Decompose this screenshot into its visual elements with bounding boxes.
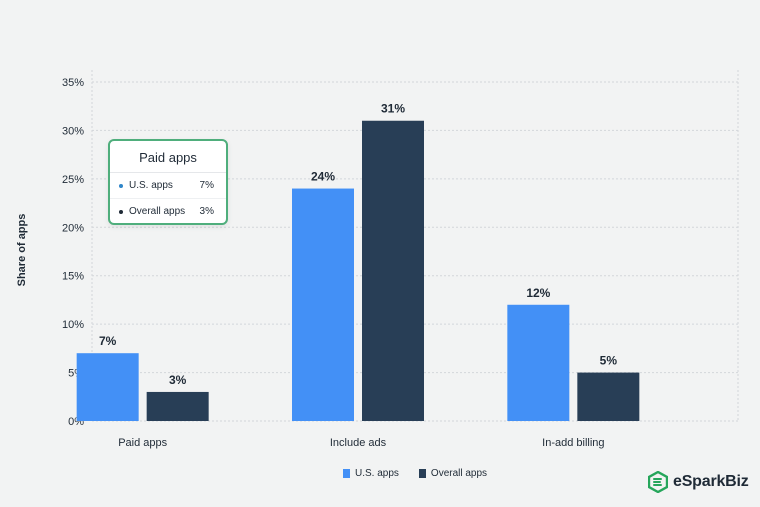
data-label: 31% — [381, 102, 405, 116]
us-apps-dot-icon — [119, 183, 123, 188]
y-tick-label: 35% — [62, 77, 84, 89]
x-tick-label: Paid apps — [118, 437, 167, 449]
legend-item-us-apps[interactable]: U.S. apps — [343, 468, 399, 479]
data-label: 5% — [600, 354, 618, 368]
y-axis-label: Share of apps — [16, 214, 28, 287]
y-tick-label: 10% — [62, 319, 84, 331]
bars: 7% 3% 24% 31% 12% 5% — [76, 102, 640, 421]
y-axis: 0%5%10%15%20%25%30%35% — [62, 77, 84, 428]
bar-overall-apps-paid-apps[interactable] — [146, 391, 209, 421]
bar-u-s-apps-in-add-billing[interactable] — [507, 304, 570, 421]
overall-apps-dot-icon — [119, 209, 123, 214]
tooltip-row-us-apps: U.S. apps 7% — [110, 173, 226, 198]
legend-swatch-overall-apps — [418, 469, 426, 478]
tooltip-row-name: Overall apps — [129, 206, 186, 217]
brand-logo: eSparkBiz — [648, 471, 749, 493]
bar-overall-apps-include-ads[interactable] — [362, 120, 424, 421]
brand-name: eSparkBiz — [673, 473, 749, 490]
bar-u-s-apps-paid-apps[interactable] — [76, 353, 139, 421]
data-label: 12% — [526, 286, 550, 300]
legend-label: U.S. apps — [355, 468, 399, 479]
legend-swatch-us-apps — [343, 469, 350, 478]
legend-item-overall-apps[interactable]: Overall apps — [418, 468, 488, 479]
tooltip-row-name: U.S. apps — [129, 180, 173, 191]
data-label: 24% — [311, 170, 335, 184]
tooltip-row-value: 7% — [199, 180, 214, 191]
bar-u-s-apps-include-ads[interactable] — [292, 188, 354, 421]
bar-overall-apps-in-add-billing[interactable] — [577, 372, 640, 421]
esparkbiz-logo-icon — [648, 471, 668, 493]
y-tick-label: 15% — [62, 271, 84, 283]
legend: U.S. apps Overall apps — [343, 468, 507, 479]
y-tick-label: 25% — [62, 174, 84, 186]
tooltip-paid-apps: Paid apps U.S. apps 7% Overall apps 3% — [108, 139, 228, 225]
tooltip-row-value: 3% — [199, 206, 214, 217]
tooltip-title: Paid apps — [110, 141, 226, 173]
tooltip-row-overall-apps: Overall apps 3% — [110, 198, 226, 224]
data-label: 3% — [169, 373, 187, 387]
y-tick-label: 30% — [62, 125, 84, 137]
legend-label: Overall apps — [430, 468, 488, 479]
data-label: 7% — [99, 334, 117, 348]
x-tick-label: In-add billing — [542, 437, 604, 449]
y-tick-label: 20% — [62, 222, 84, 234]
x-tick-label: Include ads — [330, 437, 387, 449]
x-axis: Paid apps Include ads In-add billing — [118, 437, 604, 449]
